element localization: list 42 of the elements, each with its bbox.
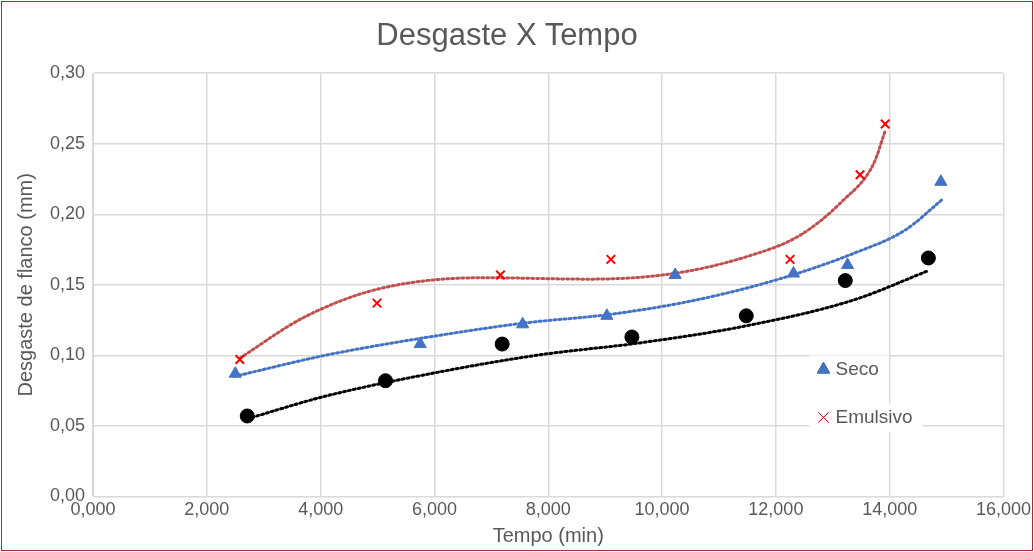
point	[837, 273, 853, 289]
y-tick-label: 0,20	[49, 203, 86, 224]
x-tick-label: 2,000	[184, 499, 230, 520]
point	[786, 266, 801, 278]
point	[920, 250, 936, 266]
point	[624, 329, 640, 345]
point	[371, 297, 383, 309]
point	[668, 267, 682, 279]
point	[934, 174, 948, 186]
point	[784, 254, 796, 265]
point	[495, 269, 506, 281]
line-series	[238, 129, 887, 360]
legend-label: Emulsivo	[835, 405, 913, 427]
x-tick-label: 4,000	[298, 499, 344, 520]
y-axis-title: Desgaste de flanco (mm)	[13, 173, 36, 397]
x-tick-label: 10,000	[634, 499, 690, 520]
point	[228, 366, 242, 378]
point	[413, 336, 427, 349]
y-tick-label: 0,10	[49, 344, 86, 365]
point	[234, 354, 246, 365]
x-axis-title: Tempo (min)	[492, 523, 604, 546]
x-tick-label: 8,000	[525, 499, 571, 520]
point	[738, 308, 754, 324]
point	[605, 254, 617, 265]
x-tick-label: 12,000	[748, 499, 804, 520]
point	[516, 316, 530, 329]
point	[879, 118, 891, 130]
y-tick-label: 0,05	[49, 414, 86, 435]
legend-label: Seco	[835, 357, 879, 379]
point	[378, 373, 394, 389]
point	[239, 408, 255, 424]
y-tick-label: 0,25	[49, 132, 86, 153]
y-tick-label: 0,15	[49, 273, 86, 294]
point	[600, 308, 614, 320]
chart-title: Desgaste X Tempo	[376, 17, 638, 53]
point	[841, 257, 855, 270]
point	[854, 169, 866, 181]
point	[494, 336, 510, 352]
x-tick-label: 16,000	[975, 499, 1031, 520]
x-tick-label: 6,000	[411, 499, 457, 520]
y-tick-label: 0,30	[49, 62, 86, 83]
x-tick-label: 14,000	[862, 499, 918, 520]
